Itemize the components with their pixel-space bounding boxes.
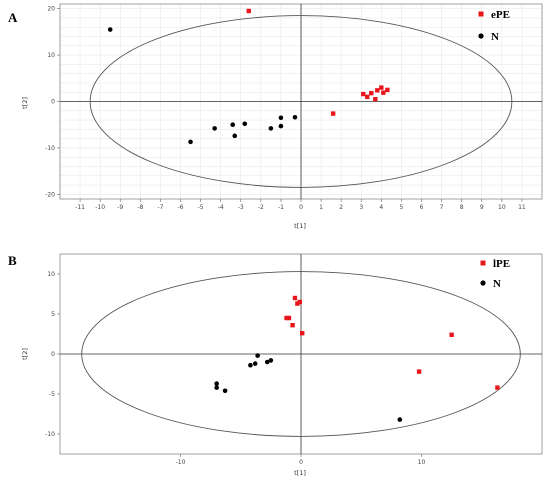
pb-point-lpe <box>297 299 302 305</box>
pa-x-tick-label: 11 <box>518 204 526 211</box>
pa-point-epe <box>369 90 374 96</box>
pb-x-tick-label: 0 <box>299 459 303 466</box>
pa-point-n <box>212 126 217 131</box>
pb-point-n <box>214 385 219 390</box>
pb-confidence-ellipse <box>81 271 521 437</box>
pb-y-tick-label: -10 <box>45 431 55 438</box>
pa-point-epe <box>375 88 380 93</box>
pa-x-tick-label: -1 <box>278 204 284 211</box>
pa-y-tick-label: 20 <box>47 6 55 13</box>
pb-x-tick-label: 10 <box>418 459 426 466</box>
pa-x-tick-label: 6 <box>420 204 424 211</box>
pb-point-lpe <box>416 369 422 374</box>
pb-panel-letter: B <box>8 253 17 268</box>
pb-point-lpe <box>295 301 300 306</box>
pa-x-tick-label: -9 <box>117 204 123 211</box>
pa-y-tick-label: -20 <box>45 191 55 198</box>
pa-x-tick-label: -5 <box>198 204 204 211</box>
pa-y-tick-label: -10 <box>45 145 55 152</box>
pa-series-epe <box>246 8 390 116</box>
pb-point-lpe <box>292 295 298 301</box>
pb-point-n <box>248 362 253 368</box>
pa-legend-marker-epe <box>478 11 484 17</box>
pb-point-n <box>222 388 228 394</box>
pa-x-tick-label: 1 <box>319 204 323 211</box>
pb-point-lpe <box>290 323 295 328</box>
pa-legend-label-n: N <box>491 31 499 43</box>
pb-legend-marker-lpe <box>480 260 486 266</box>
pb-y-tick-label: 0 <box>51 351 55 358</box>
pa-x-tick-label: 10 <box>498 204 506 211</box>
pa-x-tick-label: -3 <box>238 204 244 211</box>
pb-point-lpe <box>300 331 305 336</box>
pb-point-lpe <box>284 315 289 321</box>
pa-x-tick-label: -10 <box>95 204 105 211</box>
pa-panel-letter: A <box>8 10 18 25</box>
pa-y-axis-label: t[2] <box>21 97 29 109</box>
pa-confidence-ellipse <box>89 15 513 188</box>
pb-x-tick-label: -10 <box>176 459 186 466</box>
pb-y-tick-label: 5 <box>51 311 55 318</box>
pb-x-axis-label: t[1] <box>294 469 306 477</box>
pa-x-axis-label: t[1] <box>294 222 306 230</box>
pb-point-lpe <box>449 332 454 337</box>
pa-point-n <box>268 126 274 131</box>
pb-point-n <box>214 381 219 386</box>
pb-y-axis-label: t[2] <box>21 348 29 360</box>
pa-point-n <box>188 139 193 145</box>
pa-legend-label-epe: ePE <box>491 9 510 21</box>
pa-point-n <box>107 27 113 32</box>
pa-x-tick-label: -4 <box>218 204 224 211</box>
chart-panel-b: -10 0 10 -10 -5 0 5 10 t[1] t[2] B lPE N <box>8 253 543 477</box>
pb-legend-label-lpe: lPE <box>493 258 510 270</box>
pb-point-lpe <box>286 315 292 321</box>
pa-x-tick-label: -7 <box>157 204 163 211</box>
pa-x-tick-label: 9 <box>480 204 484 211</box>
pa-point-epe <box>246 8 251 14</box>
pa-point-n <box>278 123 284 129</box>
pa-point-n <box>292 114 298 120</box>
pa-x-tick-label: -8 <box>137 204 143 211</box>
pa-point-n <box>278 115 284 121</box>
pa-legend-marker-n <box>478 33 484 39</box>
pa-x-tick-label: 5 <box>400 204 404 211</box>
pa-series-n <box>107 27 298 145</box>
pa-x-tick-label: 4 <box>379 204 383 211</box>
pa-point-n <box>230 122 236 128</box>
pa-x-tick-label: -2 <box>258 204 264 211</box>
pa-x-tick-label: 7 <box>440 204 444 211</box>
pa-point-epe <box>365 94 370 100</box>
pa-x-tick-label: 2 <box>339 204 343 211</box>
pb-point-lpe <box>495 385 500 390</box>
pb-legend-marker-n <box>480 280 486 286</box>
pa-point-epe <box>385 87 390 93</box>
pb-legend-label-n: N <box>493 278 501 290</box>
pa-point-epe <box>330 111 336 116</box>
pa-point-epe <box>361 91 366 97</box>
chart-panel-a: -11 -10 -9 -8 -7 -6 -5 -4 -3 -2 -1 0 1 2 3 4 5 6 7 8 9 10 11-2… <box>8 3 543 230</box>
pa-point-n <box>232 133 238 139</box>
pa-point-epe <box>379 85 384 90</box>
pb-point-n <box>264 359 270 365</box>
pb-point-n <box>255 353 260 358</box>
pa-x-tick-label: 8 <box>460 204 464 211</box>
pa-x-tick-label: -11 <box>75 204 85 211</box>
pa-x-tick-label: 0 <box>299 204 303 211</box>
pa-point-n <box>242 121 248 127</box>
pa-y-tick-label: 0 <box>51 99 55 106</box>
pa-y-tick-label: 10 <box>47 52 55 59</box>
pb-y-tick-label: -5 <box>49 391 55 398</box>
pa-point-epe <box>373 96 378 102</box>
pb-point-n <box>252 361 258 366</box>
pb-point-n <box>397 417 403 422</box>
pa-x-tick-label: -6 <box>178 204 184 211</box>
pb-y-tick-label: 10 <box>47 271 55 278</box>
pb-point-n <box>268 358 274 363</box>
pb-series-n <box>214 353 403 422</box>
pa-x-tick-label: 3 <box>359 204 363 211</box>
pb-series-lpe <box>284 295 500 390</box>
pa-point-epe <box>381 90 386 95</box>
